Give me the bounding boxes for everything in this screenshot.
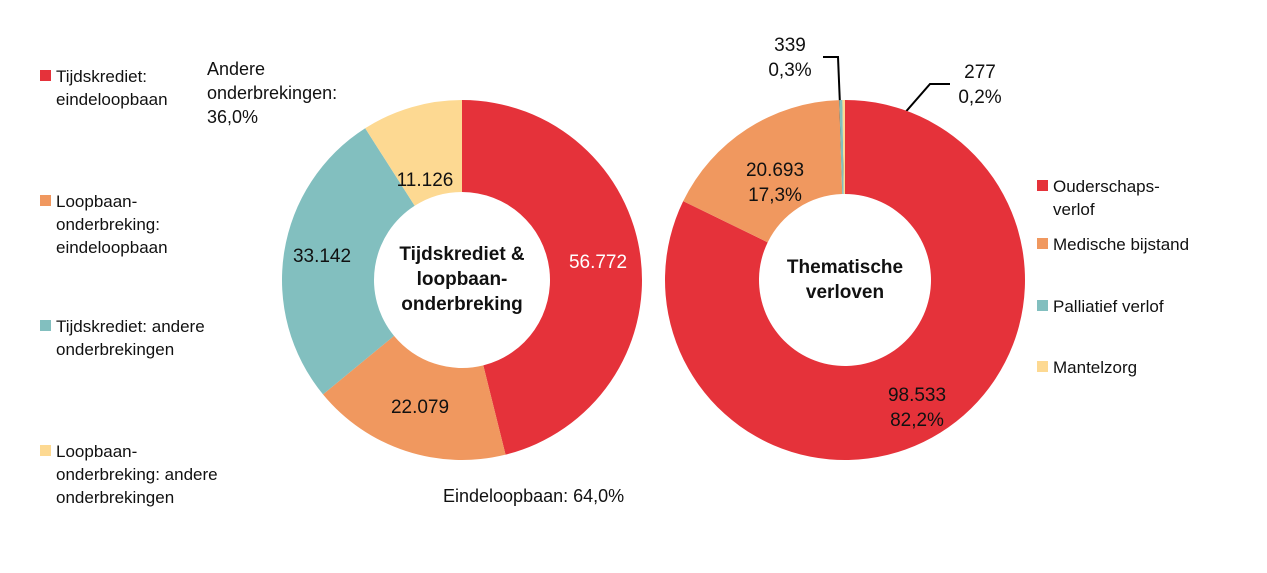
annotation: Eindeloopbaan: 64,0% [443, 486, 625, 506]
legend-swatch [40, 195, 51, 206]
donut-slice [462, 100, 643, 455]
value-label: 56.772 [568, 252, 628, 273]
legend-item: Mantelzorg [1037, 356, 1253, 379]
legend-swatch [1037, 361, 1048, 372]
legend-item: Palliatief verlof [1037, 295, 1253, 318]
legend-label: Ouderschaps-verlof [1053, 177, 1160, 219]
legend-label: Palliatief verlof [1053, 297, 1164, 316]
legend-swatch [1037, 180, 1048, 191]
percent-label: 0,3% [768, 60, 812, 81]
legend-swatch [1037, 238, 1048, 249]
donut-slice [665, 100, 1025, 461]
legend-item: Ouderschaps-verlof [1037, 175, 1188, 221]
legend-swatch [40, 445, 51, 456]
percent-label: 82,2% [890, 410, 944, 431]
value-label: 20.693 [745, 160, 805, 181]
legend-item: Tijdskrediet: eindeloopbaan [40, 65, 216, 111]
donut-slice [842, 100, 845, 195]
donut-slice [683, 100, 843, 243]
legend-item: Loopbaan-onderbreking: eindeloopbaan [40, 190, 216, 259]
legend-label: Mantelzorg [1053, 358, 1138, 377]
donut-slice [282, 128, 415, 395]
legend-item: Tijdskrediet: andere onderbrekingen [40, 315, 226, 361]
legend-label: Tijdskrediet: andere onderbrekingen [56, 317, 205, 359]
legend-label: Loopbaan-onderbreking: eindeloopbaan [56, 192, 168, 257]
value-label-box: 20.693 17,3% [725, 158, 825, 208]
legend-swatch [1037, 300, 1048, 311]
annotation: Andere onderbrekingen: 36,0% [207, 59, 338, 127]
percent-label: 0,2% [958, 87, 1002, 108]
donut-slice [322, 335, 506, 460]
value-label-box: 56.772 [548, 250, 648, 275]
legend-swatch [40, 320, 51, 331]
value-label-box: 339 0,3% [740, 33, 840, 83]
value-label-box: 98.533 82,2% [867, 383, 967, 433]
center-label: Thematische verloven [786, 257, 904, 303]
value-label: 22.079 [390, 397, 450, 418]
value-label: 277 [964, 62, 996, 83]
legend-label: Loopbaan-onderbreking: andere onderbreki… [56, 442, 218, 507]
donut-slice [365, 100, 462, 206]
legend-label: Tijdskrediet: eindeloopbaan [56, 67, 168, 109]
value-label-box: 11.126 [375, 168, 475, 193]
value-label: 339 [774, 35, 806, 56]
value-label: 98.533 [887, 385, 947, 406]
center-label: Tijdskrediet & loopbaan-onderbreking [399, 244, 525, 315]
percent-label: 17,3% [748, 185, 802, 206]
value-label-box: 277 0,2% [930, 60, 1030, 110]
value-label: 11.126 [396, 170, 454, 191]
value-label-box: 22.079 [370, 395, 470, 420]
donut-slice [839, 100, 844, 195]
legend-label: Medische bijstand [1053, 235, 1190, 254]
value-label-box: 33.142 [272, 244, 372, 269]
legend-item: Medische bijstand [1037, 233, 1253, 256]
legend-item: Loopbaan-onderbreking: andere onderbreki… [40, 440, 226, 509]
legend-swatch [40, 70, 51, 81]
value-label: 33.142 [292, 246, 352, 267]
